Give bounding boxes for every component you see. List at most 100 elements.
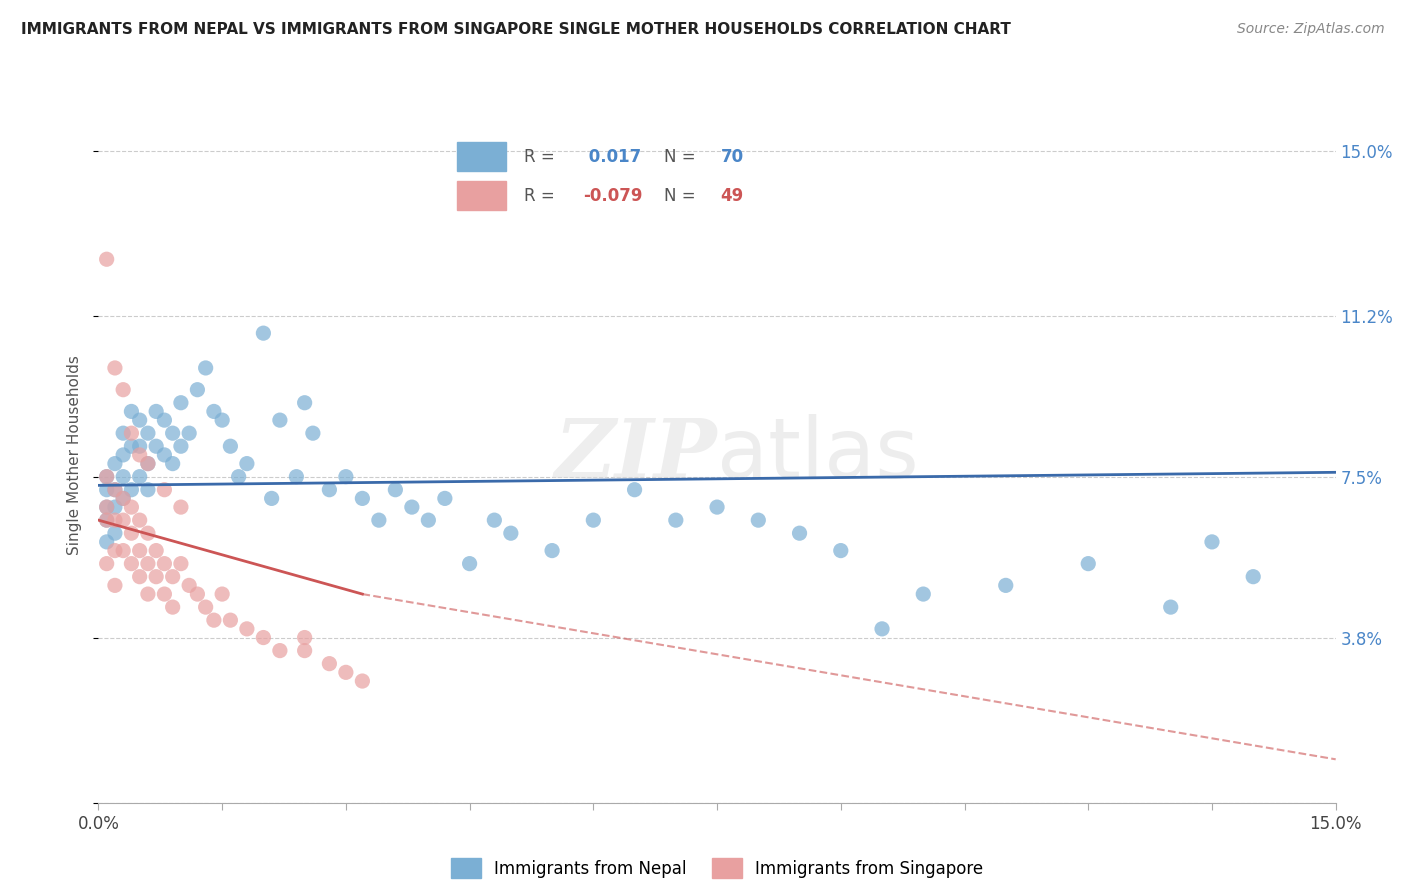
Point (162, 570, 184, 584)
Point (145, 543, 167, 558)
Point (194, 600, 217, 615)
Point (318, 483, 340, 497)
Point (136, 483, 159, 497)
Point (994, 578, 1017, 592)
Point (96, 500, 118, 514)
Point (145, 404, 167, 418)
Point (269, 643, 291, 657)
Point (1201, 535, 1223, 549)
Point (112, 426, 135, 441)
Point (789, 526, 811, 541)
Text: 0.017: 0.017 (583, 148, 641, 166)
Point (104, 526, 127, 541)
Point (1077, 557, 1099, 571)
Text: R =: R = (523, 148, 560, 166)
Point (433, 491, 456, 506)
Point (128, 469, 150, 483)
Point (112, 448, 135, 462)
Text: N =: N = (664, 148, 702, 166)
Point (104, 543, 127, 558)
Point (112, 491, 135, 506)
Text: R =: R = (523, 186, 560, 204)
Point (194, 360, 217, 375)
Point (136, 557, 159, 571)
Point (252, 631, 274, 645)
Point (120, 426, 142, 441)
Point (202, 613, 225, 627)
Point (269, 413, 291, 427)
Point (202, 404, 225, 418)
Point (186, 383, 208, 397)
Point (96, 469, 118, 483)
Point (352, 674, 374, 689)
Text: 49: 49 (720, 186, 744, 204)
Point (170, 500, 193, 514)
Text: Source: ZipAtlas.com: Source: ZipAtlas.com (1237, 22, 1385, 37)
Point (112, 491, 135, 506)
Point (104, 500, 127, 514)
Point (112, 469, 135, 483)
Point (120, 557, 142, 571)
Point (120, 404, 142, 418)
Point (170, 557, 193, 571)
Point (128, 439, 150, 453)
Point (96, 500, 118, 514)
Point (179, 426, 201, 441)
Point (104, 360, 127, 375)
Text: ZIP: ZIP (554, 415, 717, 495)
Point (294, 396, 316, 410)
Point (179, 578, 201, 592)
Point (211, 413, 233, 427)
Text: -0.079: -0.079 (583, 186, 643, 204)
Point (120, 526, 142, 541)
Point (830, 543, 852, 558)
Point (153, 413, 176, 427)
Point (153, 557, 176, 571)
Point (458, 557, 481, 571)
Text: IMMIGRANTS FROM NEPAL VS IMMIGRANTS FROM SINGAPORE SINGLE MOTHER HOUSEHOLDS CORR: IMMIGRANTS FROM NEPAL VS IMMIGRANTS FROM… (21, 22, 1011, 37)
Point (128, 543, 150, 558)
Point (153, 448, 176, 462)
Point (104, 457, 127, 471)
Point (484, 513, 506, 527)
Point (145, 570, 167, 584)
Point (120, 483, 142, 497)
Point (162, 600, 184, 615)
Point (112, 543, 135, 558)
Point (219, 439, 242, 453)
Y-axis label: Single Mother Households: Single Mother Households (67, 355, 83, 555)
Point (1160, 600, 1182, 615)
Point (104, 513, 127, 527)
Point (384, 483, 406, 497)
Point (260, 491, 283, 506)
Point (335, 665, 357, 680)
Point (294, 643, 316, 657)
Point (128, 570, 150, 584)
Point (120, 500, 142, 514)
Point (104, 483, 127, 497)
Point (128, 513, 150, 527)
Point (162, 426, 184, 441)
Point (623, 483, 645, 497)
Point (96, 513, 118, 527)
Point (96, 252, 118, 267)
Point (285, 469, 308, 483)
Point (96, 557, 118, 571)
Point (401, 500, 423, 514)
Point (236, 622, 259, 636)
Point (136, 457, 159, 471)
Point (870, 622, 893, 636)
Point (499, 526, 522, 541)
Text: 70: 70 (720, 148, 744, 166)
Point (153, 483, 176, 497)
Point (162, 457, 184, 471)
Point (294, 631, 316, 645)
Point (302, 426, 325, 441)
Text: atlas: atlas (717, 415, 918, 495)
Legend: Immigrants from Nepal, Immigrants from Singapore: Immigrants from Nepal, Immigrants from S… (444, 851, 990, 885)
Point (367, 513, 389, 527)
Point (252, 326, 274, 341)
Bar (457, 142, 506, 171)
Point (170, 396, 193, 410)
Point (112, 383, 135, 397)
